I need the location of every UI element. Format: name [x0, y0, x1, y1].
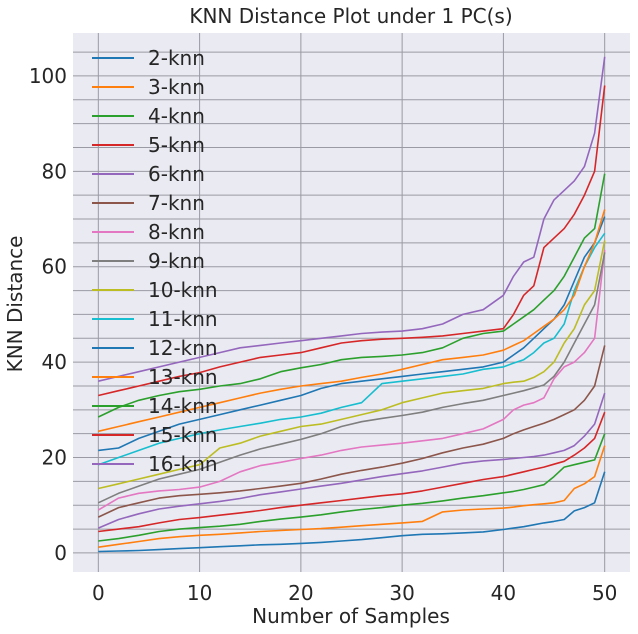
series-line-7-knn: [97, 345, 606, 518]
legend-label: 8-knn: [148, 220, 205, 244]
legend-label: 14-knn: [148, 394, 218, 418]
y-axis-label: KNN Distance: [3, 236, 27, 373]
y-tick-label: 0: [54, 541, 67, 565]
series-line-10-knn: [98, 240, 606, 490]
series-line-11-knn: [98, 232, 606, 466]
y-tick-label: 40: [42, 350, 67, 374]
legend-label: 11-knn: [148, 307, 218, 331]
legend: 2-knn 3-knn 4-knn 5-knn 6-knn 7-knn 8-knn 9-knn…: [92, 46, 218, 476]
legend-label: 12-knn: [148, 336, 218, 360]
series-line-4-knn: [98, 433, 606, 542]
legend-label: 7-knn: [148, 191, 205, 215]
y-tick-label: 20: [42, 446, 67, 470]
legend-label: 9-knn: [148, 249, 205, 273]
chart-title: KNN Distance Plot under 1 PC(s): [189, 4, 512, 28]
y-tick-label: 60: [42, 255, 67, 279]
y-tick-labels: 0 20 40 60 80 100: [29, 64, 67, 565]
legend-label: 13-knn: [148, 365, 218, 389]
legend-label: 6-knn: [148, 162, 205, 186]
x-tick-label: 10: [187, 581, 212, 605]
x-axis-label: Number of Samples: [252, 604, 450, 628]
y-tick-label: 80: [42, 159, 67, 183]
legend-label: 2-knn: [148, 46, 205, 70]
legend-label: 15-knn: [148, 423, 218, 447]
x-tick-label: 20: [288, 581, 313, 605]
series-line-9-knn: [97, 252, 606, 504]
grid: [73, 33, 630, 572]
series-line-5-knn: [98, 411, 606, 533]
series-line-3-knn: [98, 445, 606, 548]
y-tick-label: 100: [29, 64, 67, 88]
legend-label: 5-knn: [148, 133, 205, 157]
series-lines: [97, 56, 606, 553]
x-tick-label: 40: [491, 581, 516, 605]
series-line-8-knn: [97, 249, 606, 511]
x-tick-labels: 0 10 20 30 40 50: [92, 581, 617, 605]
series-line-16-knn: [98, 56, 606, 382]
legend-label: 3-knn: [148, 75, 205, 99]
series-line-15-knn: [98, 85, 606, 397]
legend-label: 16-knn: [148, 452, 218, 476]
series-line-13-knn: [98, 209, 606, 433]
legend-label: 4-knn: [148, 104, 205, 128]
x-tick-label: 30: [389, 581, 414, 605]
series-line-14-knn: [97, 173, 606, 418]
legend-label: 10-knn: [148, 278, 218, 302]
series-line-6-knn: [97, 392, 606, 529]
series-line-2-knn: [98, 471, 606, 553]
x-tick-label: 0: [92, 581, 105, 605]
x-tick-label: 50: [592, 581, 617, 605]
